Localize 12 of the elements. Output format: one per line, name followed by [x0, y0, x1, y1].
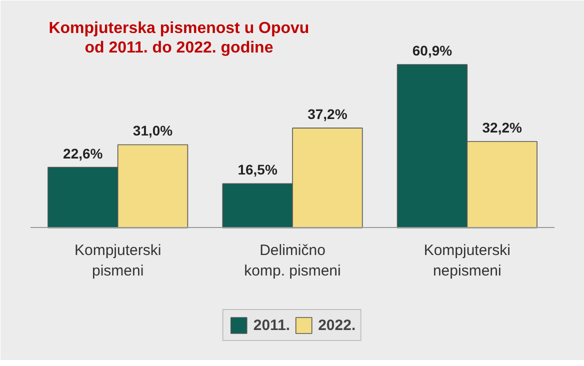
data-label: 37,2%	[308, 106, 348, 122]
legend-label: 2022.	[318, 316, 356, 334]
data-label: 32,2%	[482, 120, 522, 136]
chart-title: Kompjuterska pismenost u Opovu od 2011. do 2022. godine	[48, 20, 310, 57]
x-tick-label: Kompjuterski pismeni	[74, 242, 162, 280]
x-tick-label: Delimično komp. pismeni	[244, 242, 341, 280]
data-label: 16,5%	[238, 162, 278, 178]
legend-label: 2011.	[253, 316, 290, 334]
data-label: 22,6%	[63, 145, 104, 162]
data-label: 31,0%	[132, 122, 174, 139]
data-label: 60,9%	[412, 42, 453, 59]
x-tick-label: Kompjuterski nepismeni	[424, 242, 511, 280]
